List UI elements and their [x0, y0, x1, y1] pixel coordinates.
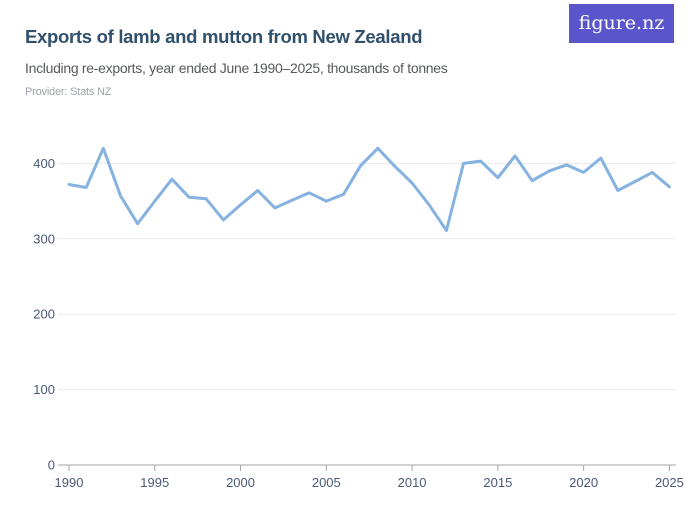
x-axis-tick-label: 2010	[398, 475, 427, 490]
x-axis-tick-label: 2025	[655, 475, 684, 490]
chart-subtitle: Including re-exports, year ended June 19…	[25, 60, 448, 76]
figure-nz-logo[interactable]: figure.nz	[569, 4, 674, 43]
x-axis-tick-label: 2015	[483, 475, 512, 490]
y-axis-tick-label: 400	[33, 156, 55, 171]
x-axis-tick-label: 1995	[140, 475, 169, 490]
x-axis-tick-label: 2000	[226, 475, 255, 490]
data-line-lamb-mutton-exports	[67, 146, 671, 232]
x-axis-tick-label: 2020	[569, 475, 598, 490]
y-axis-tick-label: 0	[48, 458, 55, 473]
y-axis-tick-label: 100	[33, 382, 55, 397]
line-chart: 0 100 200 300 400 1990 1995 2000 2005 2010 2015 202…	[33, 146, 684, 490]
y-axis-tick-label: 200	[33, 307, 55, 322]
chart-title: Exports of lamb and mutton from New Zeal…	[25, 26, 423, 47]
x-axis-tick-label: 2005	[312, 475, 341, 490]
provider-label: Provider: Stats NZ	[25, 86, 112, 98]
y-axis-tick-label: 300	[33, 231, 55, 246]
x-axis-tick-label: 1990	[55, 475, 84, 490]
